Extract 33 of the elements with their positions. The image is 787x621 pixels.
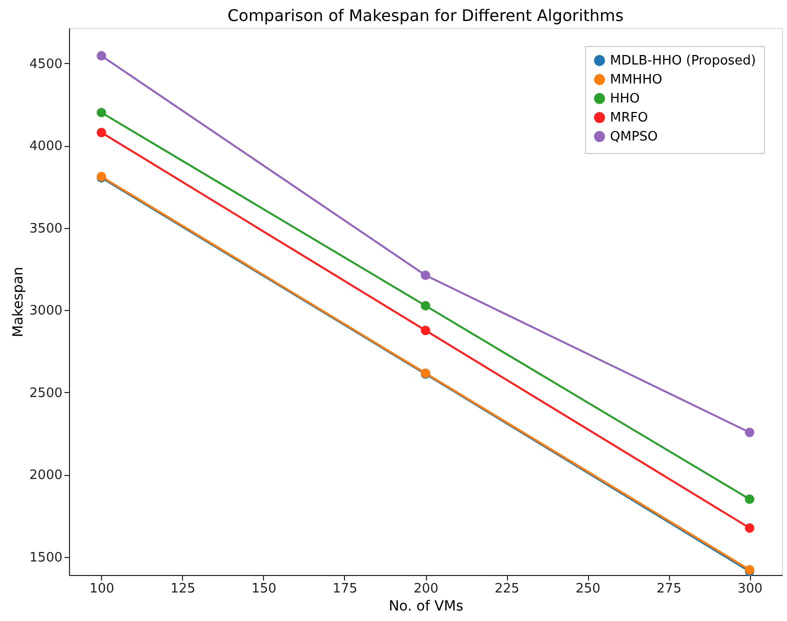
- x-tick-label: 275: [656, 582, 682, 596]
- x-tick-label: 100: [89, 582, 114, 596]
- y-tick-label: 4500: [29, 56, 62, 72]
- point: [96, 128, 106, 138]
- y-tick-label: 1500: [29, 550, 62, 566]
- y-tick-label: 3000: [29, 304, 62, 319]
- y-tick-label: 3500: [29, 221, 62, 236]
- legend-label: MMHHO: [610, 72, 662, 88]
- legend-label: QMPSO: [610, 130, 658, 144]
- point: [420, 326, 430, 336]
- point: [96, 108, 106, 118]
- x-tick-label: 175: [332, 582, 358, 596]
- y-axis-title: Makespan: [10, 266, 26, 338]
- point: [96, 51, 106, 61]
- x-tick-label: 250: [576, 582, 600, 596]
- x-tick-label: 125: [170, 582, 196, 596]
- y-tick-label: 2000: [29, 468, 62, 484]
- point: [420, 300, 430, 310]
- x-tick-label: 200: [414, 582, 438, 596]
- point: [744, 523, 754, 533]
- x-tick-label: 150: [252, 582, 276, 596]
- legend-label: HHO: [610, 92, 640, 106]
- legend-label: MRFO: [610, 110, 648, 126]
- y-tick-label: 4000: [29, 139, 62, 154]
- point: [744, 494, 754, 504]
- x-axis-title: No. of VMs: [388, 598, 464, 614]
- chart-title: Comparison of Makespan for Different Algorithms: [227, 6, 624, 25]
- x-tick-label: 300: [738, 582, 763, 596]
- y-tick-label: 2500: [29, 386, 62, 401]
- legend-label: MDLB-HHO (Proposed): [610, 54, 756, 68]
- point: [744, 428, 754, 438]
- point: [420, 270, 430, 280]
- x-tick-label: 225: [494, 582, 520, 596]
